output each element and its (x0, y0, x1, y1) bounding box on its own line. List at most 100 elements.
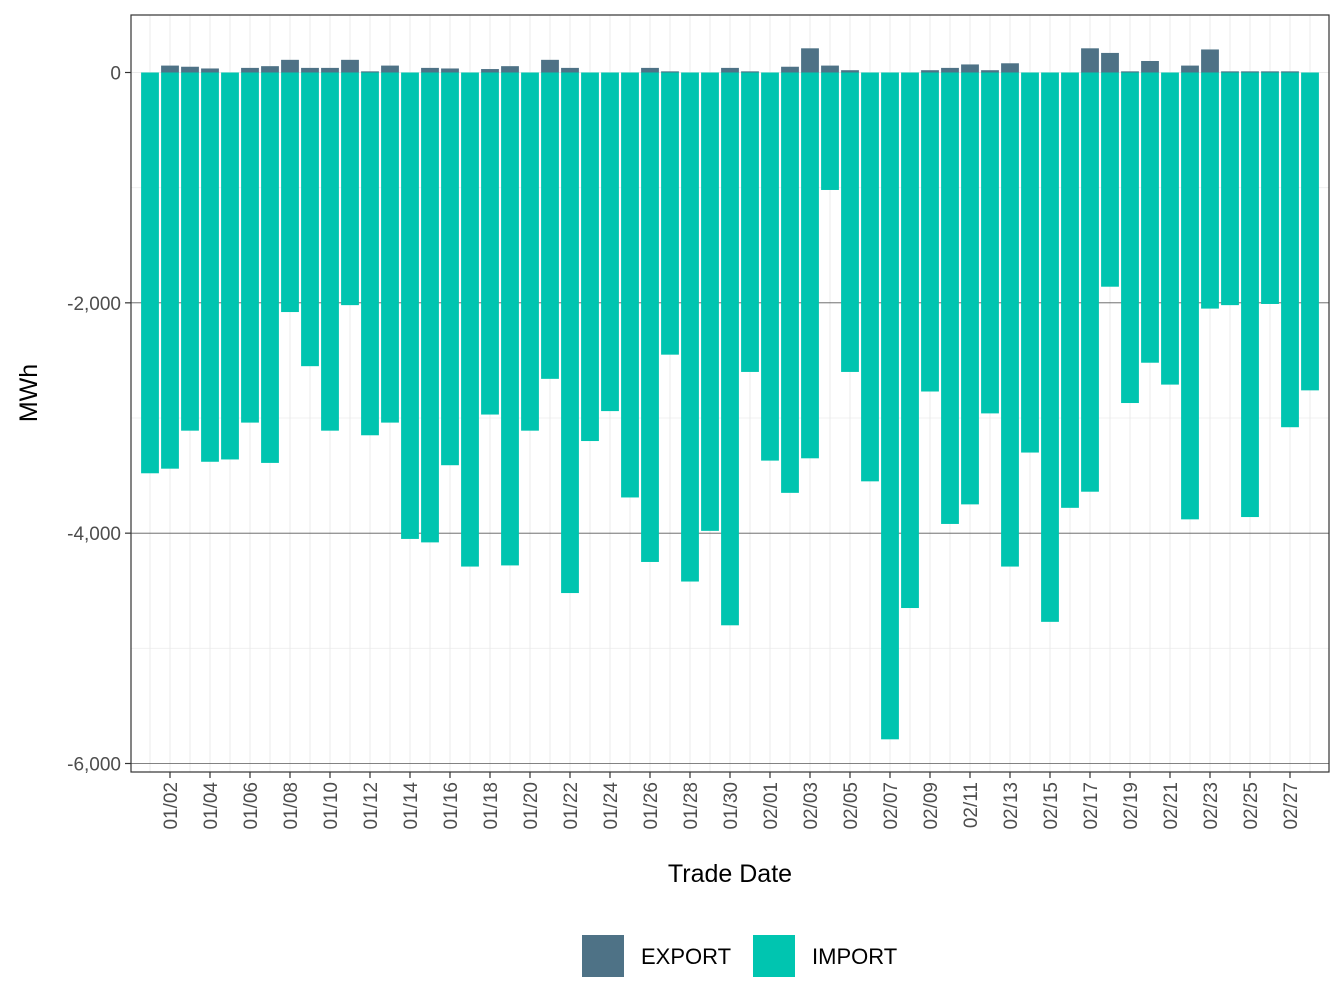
bar-import (801, 72, 819, 459)
legend-key-import (753, 935, 795, 977)
legend-label-export: EXPORT (641, 944, 731, 969)
x-tick-label: 02/27 (1281, 782, 1302, 830)
y-tick-label: -2,000 (67, 294, 121, 315)
x-tick-label: 02/15 (1041, 782, 1062, 830)
bar-import (221, 72, 239, 460)
bar-import (961, 72, 979, 505)
bar-import (201, 72, 219, 462)
x-tick-label: 02/03 (801, 782, 822, 830)
x-tick-label: 02/23 (1201, 782, 1222, 830)
bar-import (841, 72, 859, 372)
bar-export (421, 67, 439, 73)
bars (141, 48, 1319, 740)
bar-export (1241, 71, 1259, 73)
bar-import (381, 72, 399, 423)
bar-import (1161, 72, 1179, 385)
bar-export (1121, 71, 1139, 73)
bar-import (1101, 72, 1119, 287)
bar-import (641, 72, 659, 562)
x-tick-label: 01/16 (441, 782, 462, 830)
bar-import (701, 72, 719, 531)
x-tick-label: 02/13 (1001, 782, 1022, 830)
bar-export (801, 48, 819, 73)
bar-export (941, 67, 959, 73)
bar-import (661, 72, 679, 355)
legend-key-export (582, 935, 624, 977)
x-tick-label: 01/10 (321, 782, 342, 830)
bar-import (241, 72, 259, 423)
bar-export (821, 65, 839, 73)
bar-export (1101, 52, 1119, 73)
x-tick-label: 01/24 (601, 782, 622, 830)
bar-export (1201, 49, 1219, 73)
bar-import (501, 72, 519, 566)
x-axis: 01/02 01/04 01/06 01/08 01/10 01/12 01/14 01/16… (161, 772, 1302, 830)
x-tick-label: 01/20 (521, 782, 542, 830)
bar-export (381, 65, 399, 73)
bar-import (981, 72, 999, 414)
bar-import (821, 72, 839, 190)
x-tick-label: 02/21 (1161, 782, 1182, 830)
bar-import (401, 72, 419, 539)
bar-import (741, 72, 759, 372)
x-tick-label: 01/22 (561, 782, 582, 830)
bar-import (601, 72, 619, 412)
x-tick-label: 02/09 (921, 782, 942, 830)
bar-import (341, 72, 359, 306)
x-tick-label: 01/02 (161, 782, 182, 830)
bar-export (1141, 60, 1159, 73)
bar-import (301, 72, 319, 367)
x-tick-label: 01/28 (681, 782, 702, 830)
bar-import (1201, 72, 1219, 309)
bar-export (841, 70, 859, 73)
x-axis-title: Trade Date (668, 860, 792, 888)
x-tick-label: 02/05 (841, 782, 862, 830)
bar-import (181, 72, 199, 431)
bar-import (941, 72, 959, 524)
bar-export (1081, 48, 1099, 73)
bar-import (1081, 72, 1099, 492)
bar-import (161, 72, 179, 469)
bar-import (1061, 72, 1079, 508)
bar-export (301, 67, 319, 73)
bar-export (561, 67, 579, 73)
x-tick-label: 02/07 (881, 782, 902, 830)
y-axis: 0 -2,000 -4,000 -6,000 (67, 64, 131, 776)
bar-export (721, 67, 739, 73)
bar-export (981, 70, 999, 73)
bar-export (541, 59, 559, 73)
bar-export (201, 68, 219, 73)
bar-import (1221, 72, 1239, 306)
bar-import (281, 72, 299, 313)
x-tick-label: 01/14 (401, 782, 422, 830)
bar-import (561, 72, 579, 594)
bar-export (321, 67, 339, 73)
bar-export (641, 67, 659, 73)
x-tick-label: 01/06 (241, 782, 262, 830)
bar-export (181, 66, 199, 73)
bar-export (501, 66, 519, 73)
bar-export (1221, 71, 1239, 73)
legend-label-import: IMPORT (812, 944, 897, 969)
bar-export (661, 71, 679, 73)
y-axis-title: MWh (15, 364, 43, 422)
bar-export (1181, 65, 1199, 73)
bar-import (361, 72, 379, 436)
bar-import (441, 72, 459, 466)
bar-export (361, 71, 379, 73)
bar-export (1281, 71, 1299, 73)
x-tick-label: 01/08 (281, 782, 302, 830)
bar-export (261, 66, 279, 73)
bar-import (1301, 72, 1319, 391)
bar-import (521, 72, 539, 431)
x-tick-label: 01/26 (641, 782, 662, 830)
bar-import (1141, 72, 1159, 363)
bar-import (141, 72, 159, 474)
bar-import (1021, 72, 1039, 453)
bar-import (261, 72, 279, 463)
x-tick-label: 01/04 (201, 782, 222, 830)
bar-export (961, 64, 979, 73)
bar-import (761, 72, 779, 461)
bar-import (881, 72, 899, 740)
